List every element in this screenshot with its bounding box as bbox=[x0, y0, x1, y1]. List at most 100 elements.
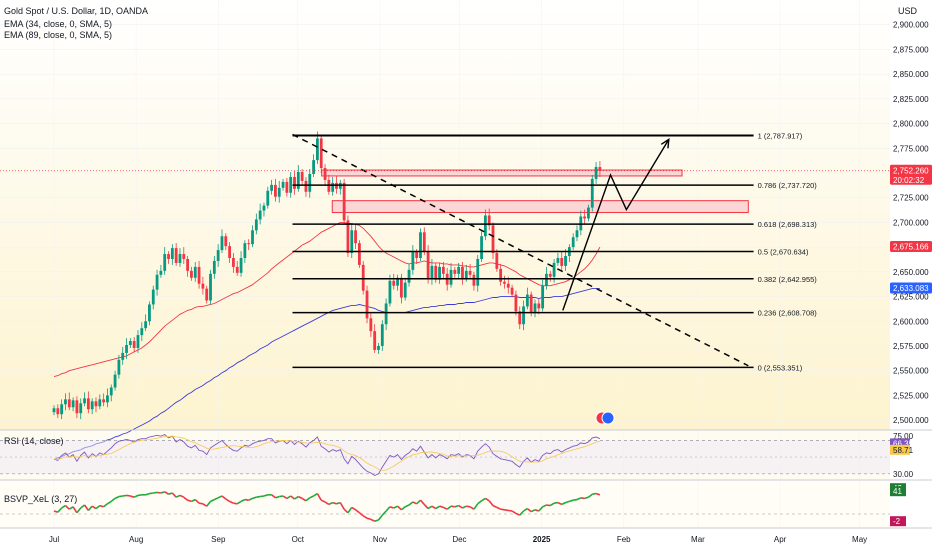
bsvp-segment bbox=[458, 504, 463, 509]
bsvp-segment bbox=[122, 494, 127, 497]
bsvp-segment bbox=[137, 494, 142, 497]
candle-body bbox=[83, 398, 86, 404]
downtrend-line bbox=[292, 133, 749, 367]
price-tag-label: 2,752.260 bbox=[893, 166, 929, 175]
bsvp-segment bbox=[427, 505, 433, 510]
candle-body bbox=[228, 246, 232, 258]
price-tick-label: 2,575.000 bbox=[893, 342, 929, 351]
rsi-axis-label: 30.00 bbox=[893, 470, 914, 479]
candle-body bbox=[411, 252, 415, 270]
bsvp-segment bbox=[466, 505, 471, 508]
candle-body bbox=[285, 181, 289, 193]
candle-body bbox=[594, 167, 598, 179]
price-tag-label: 2,675.166 bbox=[893, 242, 929, 251]
event-icon[interactable] bbox=[595, 411, 615, 425]
candle-body bbox=[170, 248, 174, 259]
bsvp-axis-label: -2 bbox=[893, 517, 901, 526]
ema34-legend[interactable]: EMA (34, close, 0, SMA, 5) bbox=[4, 19, 113, 29]
bsvp-segment bbox=[523, 507, 528, 512]
bsvp-segment bbox=[404, 504, 410, 508]
candle-body bbox=[109, 387, 113, 396]
price-pane-background bbox=[0, 0, 890, 430]
resistance-zone bbox=[321, 169, 683, 177]
bsvp-segment bbox=[416, 499, 422, 505]
candle-body bbox=[571, 237, 575, 248]
candle-body bbox=[545, 273, 548, 286]
time-tick-label: May bbox=[852, 535, 867, 544]
candle-body bbox=[403, 282, 407, 298]
symbol-title[interactable]: Gold Spot / U.S. Dollar, 1D, OANDA bbox=[4, 6, 149, 16]
candle-body bbox=[365, 290, 369, 319]
bsvp-segment bbox=[530, 509, 536, 513]
ema89-legend[interactable]: EMA (89, close, 0, SMA, 5) bbox=[4, 30, 113, 40]
bsvp-segment bbox=[297, 495, 303, 500]
time-tick-label: Mar bbox=[691, 535, 705, 544]
candle-body bbox=[384, 303, 388, 325]
candle-body bbox=[132, 341, 136, 348]
candle-body bbox=[503, 281, 506, 284]
time-axis[interactable]: Jul Aug Sep Oct Nov Dec 2025 Feb Mar Apr May bbox=[49, 535, 867, 544]
bsvp-segment bbox=[324, 501, 330, 506]
candle-body bbox=[438, 266, 441, 280]
candle-body bbox=[155, 274, 159, 290]
bsvp-segment bbox=[400, 506, 406, 511]
bsvp-segment bbox=[145, 492, 150, 496]
bsvp-segment bbox=[240, 498, 246, 503]
bsvp-segment bbox=[462, 505, 467, 509]
candle-body bbox=[86, 398, 90, 410]
drawings[interactable] bbox=[0, 133, 890, 367]
price-tick-label: 2,875.000 bbox=[893, 45, 929, 54]
candle-body bbox=[121, 352, 125, 360]
candle-body bbox=[525, 294, 529, 307]
candle-body bbox=[380, 324, 384, 346]
bsvp-segment bbox=[221, 495, 227, 500]
bsvp-segment bbox=[377, 514, 383, 521]
bsvp-segment bbox=[183, 496, 189, 501]
candle-body bbox=[434, 265, 438, 280]
candle-body bbox=[399, 277, 403, 298]
bsvp-segment bbox=[260, 495, 265, 498]
bsvp-segment bbox=[191, 498, 196, 503]
time-tick-label: Apr bbox=[774, 535, 787, 544]
rsi-legend[interactable]: RSI (14, close) bbox=[4, 436, 64, 446]
candle-body bbox=[266, 190, 270, 206]
candle-body bbox=[342, 182, 346, 221]
price-tick-label: 2,650.000 bbox=[893, 268, 929, 277]
rsi-value-badge bbox=[890, 438, 910, 449]
bsvp-segment bbox=[412, 501, 418, 505]
candle-body bbox=[308, 173, 312, 192]
resistance-zones bbox=[321, 169, 749, 214]
candle-body bbox=[247, 243, 251, 245]
price-axis[interactable]: 2,500.000 2,525.000 2,550.000 2,575.000 2,60… bbox=[890, 21, 932, 425]
fib-level-label: 0.236 (2,608.708) bbox=[758, 309, 818, 318]
bsvp-segment bbox=[587, 493, 593, 498]
price-tick-label: 2,725.000 bbox=[893, 194, 929, 203]
candle-body bbox=[415, 252, 419, 258]
bsvp-segment bbox=[408, 501, 414, 506]
bsvp-segment bbox=[225, 498, 231, 503]
bsvp-segment bbox=[95, 504, 101, 510]
candle-body bbox=[407, 269, 411, 283]
candle-body bbox=[480, 236, 483, 259]
candle-body bbox=[323, 168, 327, 180]
candle-body bbox=[468, 270, 472, 275]
bsvp-segment bbox=[358, 512, 364, 517]
price-tag-badge bbox=[890, 240, 932, 252]
candle-body bbox=[159, 270, 163, 275]
currency-label[interactable]: USD bbox=[898, 6, 918, 16]
candle-body bbox=[388, 280, 392, 304]
candle-body bbox=[71, 400, 75, 408]
bsvp-segment bbox=[389, 506, 394, 509]
bsvp-segment bbox=[504, 509, 509, 512]
bsvp-segment bbox=[557, 501, 563, 506]
bsvp-segment bbox=[271, 494, 276, 499]
rsi-axis-label: 58.71 bbox=[893, 446, 914, 455]
bsvp-segment bbox=[229, 500, 234, 504]
bsvp-segment bbox=[500, 508, 505, 511]
bsvp-pane[interactable]: 4341-2 bbox=[0, 483, 906, 527]
bsvp-legend[interactable]: BSVP_XeL (3, 27) bbox=[4, 494, 78, 504]
price-tag-badge bbox=[890, 282, 932, 294]
candle-body bbox=[598, 167, 602, 172]
